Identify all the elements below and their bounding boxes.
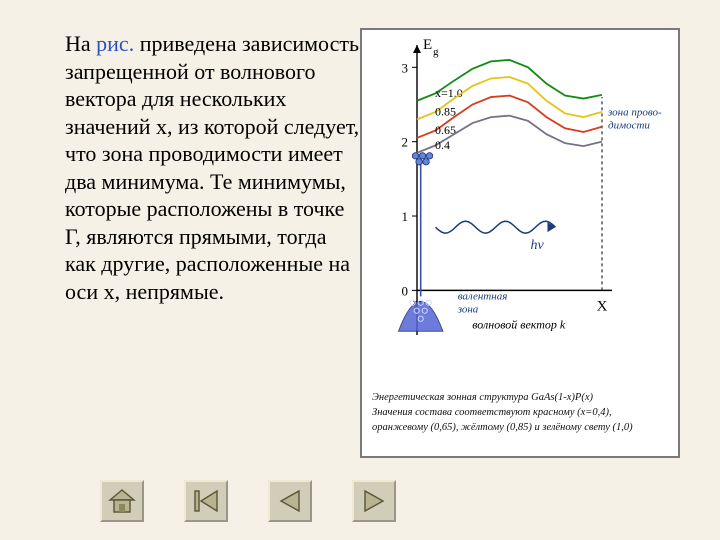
svg-text:hν: hν — [531, 238, 545, 253]
first-button[interactable] — [184, 480, 228, 522]
svg-text:E: E — [423, 37, 432, 53]
text-prefix: На — [65, 31, 96, 56]
svg-text:зона прово-: зона прово- — [607, 107, 662, 119]
prev-icon — [275, 487, 305, 515]
slide: На рис. приведена зависимость запрещенно… — [0, 0, 720, 540]
next-button[interactable] — [352, 480, 396, 522]
home-icon — [107, 487, 137, 515]
home-button[interactable] — [100, 480, 144, 522]
svg-text:зона: зона — [457, 303, 479, 315]
band-structure-figure: 0123EgГXволновой вектор kx=1.00.850.65 0… — [360, 28, 680, 458]
nav-buttons — [100, 480, 396, 522]
first-icon — [191, 487, 221, 515]
band-structure-chart: 0123EgГXволновой вектор kx=1.00.850.65 0… — [362, 30, 678, 456]
description-text: На рис. приведена зависимость запрещенно… — [65, 30, 360, 305]
svg-text:2: 2 — [402, 135, 409, 150]
figure-link[interactable]: рис. — [96, 31, 134, 56]
svg-text:димости: димости — [608, 120, 650, 132]
svg-text:g: g — [433, 46, 439, 58]
svg-text:X: X — [597, 298, 608, 314]
svg-text:0.85: 0.85 — [435, 104, 456, 118]
svg-text:1: 1 — [402, 209, 409, 224]
svg-text:оранжевому (0,65), жёлтому (0,: оранжевому (0,65), жёлтому (0,85) и зелё… — [372, 422, 633, 433]
svg-text:валентная: валентная — [458, 290, 508, 302]
svg-text:x=1.0: x=1.0 — [435, 86, 463, 100]
svg-text:0: 0 — [402, 283, 409, 298]
svg-text:волновой вектор k: волновой вектор k — [472, 317, 566, 331]
next-icon — [359, 487, 389, 515]
svg-text:Энергетическая зонная структур: Энергетическая зонная структура GaAs(1-x… — [372, 392, 593, 403]
prev-button[interactable] — [268, 480, 312, 522]
text-body: приведена зависимость запрещенной от вол… — [65, 31, 359, 304]
svg-text:Значения состава соответствуют: Значения состава соответствуют красному … — [372, 407, 612, 418]
svg-text:0.4: 0.4 — [435, 138, 450, 152]
svg-text:3: 3 — [402, 60, 409, 75]
